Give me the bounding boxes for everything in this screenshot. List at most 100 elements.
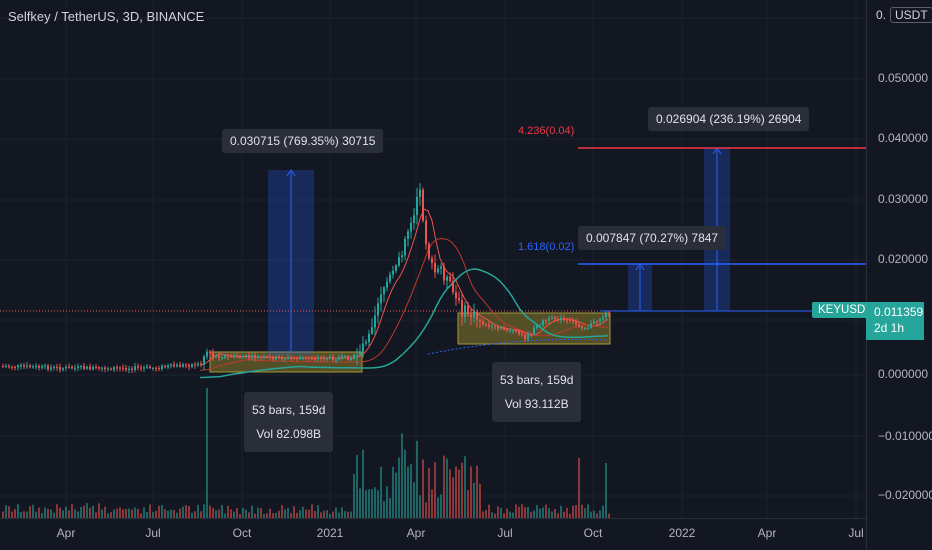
measure-label-1[interactable]: 0.030715 (769.35%) 30715 [222, 129, 384, 153]
candle-body [446, 276, 448, 281]
candle-body [503, 327, 505, 330]
price-tick: 0.020000 [878, 252, 929, 266]
volume-bar [242, 507, 244, 518]
candle-body [500, 327, 502, 329]
volume-bar [401, 433, 403, 518]
symbol-title[interactable]: Selfkey / TetherUS, 3D, BINANCE [8, 9, 205, 24]
volume-bar [26, 511, 28, 518]
candle-body [224, 355, 226, 358]
volume-bar [497, 506, 499, 518]
volume-bar [491, 512, 493, 518]
volume-bar [554, 509, 556, 518]
candle-body [560, 317, 562, 321]
candle-body [599, 319, 601, 322]
volume-bar [23, 511, 25, 518]
candle-body [509, 330, 511, 332]
candle-body [524, 334, 526, 340]
volume-bar [440, 494, 442, 518]
volume-bar [551, 511, 553, 518]
candle-body [506, 329, 508, 331]
volume-bar [560, 505, 562, 518]
volume-bar [515, 504, 517, 518]
volume-bar [266, 513, 268, 518]
candle-body [350, 358, 352, 360]
volume-bar [509, 511, 511, 518]
volume-bar [407, 466, 409, 518]
candle-body [407, 231, 409, 239]
candle-body [356, 354, 358, 356]
candle-body [56, 366, 58, 368]
candle-body [494, 326, 496, 328]
candle-body [71, 367, 73, 369]
volume-bar [521, 504, 523, 518]
candle-body [434, 263, 436, 273]
candle-body [563, 317, 565, 320]
volume-bar [122, 509, 124, 518]
volume-bar [209, 505, 211, 518]
candle-body [14, 366, 16, 368]
volume-bar [359, 488, 361, 518]
candle-body [416, 196, 418, 216]
volume-bar [125, 509, 127, 518]
volume-bar [482, 511, 484, 518]
measure-label-3[interactable]: 0.026904 (236.19%) 26904 [648, 107, 810, 131]
candle-body [566, 319, 568, 321]
volume-bar [461, 462, 463, 518]
price-tick: 0.040000 [878, 131, 929, 145]
candle-body [269, 356, 271, 358]
volume-bar [20, 512, 22, 518]
candle-body [236, 355, 238, 357]
range-stats-1[interactable]: 53 bars, 159d Vol 82.098B [244, 392, 334, 452]
candle-body [491, 326, 493, 328]
volume-bar [404, 449, 406, 518]
candle-body [137, 366, 139, 368]
candle-body [155, 367, 157, 369]
price-tick: 0.000000 [878, 367, 929, 381]
volume-bar [371, 489, 373, 518]
candle-body [290, 357, 292, 359]
candle-body [11, 366, 13, 368]
volume-bar [137, 508, 139, 518]
volume-bar [602, 505, 604, 518]
candle-body [167, 365, 169, 368]
candle-body [218, 355, 220, 358]
candle-body [209, 351, 211, 354]
volume-bar [41, 513, 43, 518]
volume-bar [272, 513, 274, 518]
volume-bar [326, 510, 328, 518]
volume-bar [158, 505, 160, 518]
volume-bar [56, 504, 58, 518]
candle-body [422, 189, 424, 221]
candle-body [551, 317, 553, 319]
volume-bar [329, 513, 331, 518]
currency-selector[interactable]: 0. USDT [876, 7, 932, 23]
volume-bar [260, 508, 262, 518]
candle-body [512, 330, 514, 332]
candle-body [143, 367, 145, 369]
range-stats-2[interactable]: 53 bars, 159d Vol 93.112B [492, 362, 582, 422]
candle-body [419, 189, 421, 197]
candle-body [146, 366, 148, 368]
candle-body [77, 366, 79, 368]
candle-body [215, 355, 217, 357]
current-price-label: 0.011359 2d 1h [866, 302, 924, 340]
candle-body [548, 318, 550, 321]
volume-bar [203, 504, 205, 518]
candle-body [362, 343, 364, 352]
bar-countdown: 2d 1h [874, 321, 905, 335]
candle-body [332, 356, 334, 360]
volume-bar [14, 509, 16, 518]
measure-label-2[interactable]: 0.007847 (70.27%) 7847 [578, 226, 727, 250]
volume-bar [530, 511, 532, 518]
candle-body [449, 276, 451, 282]
candle-body [23, 365, 25, 367]
volume-bar [152, 512, 154, 518]
time-tick: Jul [497, 526, 513, 540]
candle-body [455, 292, 457, 299]
candle-body [29, 365, 31, 368]
candle-body [104, 367, 106, 369]
candle-body [278, 356, 280, 358]
candle-body [302, 357, 304, 359]
candle-body [317, 357, 319, 360]
